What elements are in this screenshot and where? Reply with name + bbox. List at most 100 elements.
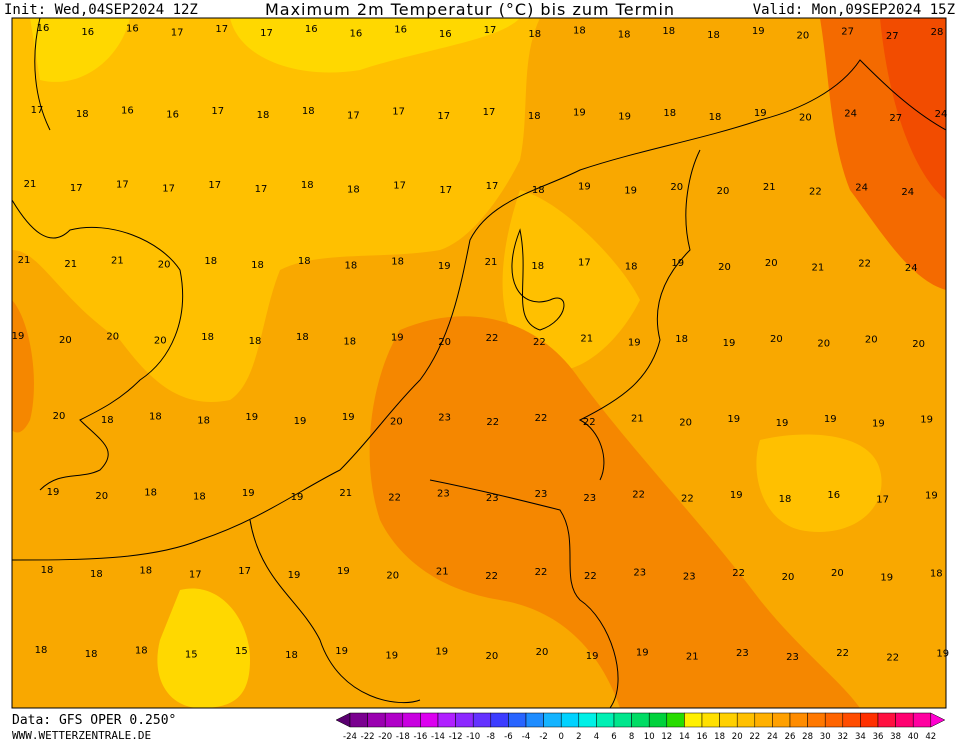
temperature-value: 20 [765, 258, 778, 269]
init-time: Init: Wed,04SEP2024 12Z [4, 2, 198, 18]
colorbar-bin [560, 712, 580, 728]
temperature-value: 22 [535, 413, 548, 424]
temperature-value: 20 [799, 112, 812, 123]
temperature-value: 18 [296, 332, 309, 343]
colorbar-bin [420, 712, 439, 728]
temperature-value: 19 [754, 108, 767, 119]
temperature-value: 18 [139, 565, 152, 576]
temperature-value: 22 [535, 567, 548, 578]
colorbar-bin [455, 712, 474, 728]
temperature-value: 23 [437, 489, 450, 500]
temperature-value: 18 [662, 26, 675, 37]
temperature-value: 21 [24, 179, 37, 190]
temperature-value: 16 [126, 23, 139, 34]
temperature-value: 20 [438, 337, 451, 348]
data-source: Data: GFS OPER 0.250° [12, 713, 176, 728]
temperature-value: 24 [855, 183, 868, 194]
temperature-value: 20 [158, 260, 171, 271]
temperature-value: 23 [736, 648, 749, 659]
temperature-value: 19 [723, 338, 736, 349]
temperature-value: 21 [111, 255, 124, 266]
temperature-value: 18 [285, 650, 298, 661]
temperature-value: 17 [215, 24, 228, 35]
colorbar-tick-label: 14 [679, 732, 690, 741]
temperature-value: 17 [70, 183, 83, 194]
field-hot [880, 18, 946, 200]
temperature-value: 20 [390, 416, 403, 427]
temperature-value: 18 [251, 260, 264, 271]
temperature-value: 22 [858, 259, 871, 270]
temperature-value: 18 [675, 334, 688, 345]
temperature-value: 19 [730, 490, 743, 501]
colorbar-bin [666, 712, 685, 728]
temperature-value: 18 [76, 109, 89, 120]
temperature-value: 28 [931, 27, 944, 38]
temperature-value: 18 [618, 30, 631, 41]
temperature-value: 18 [149, 411, 162, 422]
temperature-value: 22 [809, 186, 822, 197]
temperature-value: 21 [485, 257, 498, 268]
temperature-value: 18 [249, 336, 262, 347]
colorbar-tick-label: 10 [644, 732, 655, 741]
temperature-value: 19 [245, 412, 258, 423]
temperature-value: 20 [817, 338, 830, 349]
colorbar-tick-label: -4 [522, 732, 530, 741]
temperature-value: 22 [732, 568, 745, 579]
temperature-value: 22 [632, 489, 645, 500]
temperature-value: 27 [841, 27, 854, 38]
colorbar-bin [824, 712, 844, 728]
temperature-value: 21 [64, 259, 77, 270]
temperature-value: 17 [116, 179, 129, 190]
colorbar-bin [789, 712, 808, 728]
temperature-value: 16 [81, 27, 94, 38]
colorbar-bin [578, 712, 597, 728]
temperature-value: 17 [211, 106, 224, 117]
temperature-value: 18 [779, 494, 792, 505]
temperature-value: 22 [486, 417, 499, 428]
temperature-value: 20 [770, 334, 783, 345]
temperature-value: 21 [812, 262, 825, 273]
colorbar-tick-label: 22 [749, 732, 760, 741]
colorbar-tick-label: 2 [576, 732, 581, 741]
temperature-value: 19 [636, 647, 649, 658]
colorbar-tick-label: 8 [629, 732, 634, 741]
colorbar-bin [877, 712, 896, 728]
temperature-value: 17 [392, 107, 405, 118]
temperature-value: 17 [238, 566, 251, 577]
colorbar-bin [719, 712, 738, 728]
temperature-value: 18 [391, 257, 404, 268]
temperature-value: 20 [831, 568, 844, 579]
colorbar-bin [701, 712, 720, 728]
border [249, 149, 701, 708]
colorbar-tick-label: 36 [873, 732, 884, 741]
field-cool [756, 434, 882, 532]
temperature-value: 20 [536, 647, 549, 658]
temperature-value: 18 [347, 184, 360, 195]
colorbar-tick-label: 30 [820, 732, 831, 741]
temperature-value: 17 [347, 110, 360, 121]
temperature-value: 19 [824, 414, 837, 425]
colorbar-tick-label: 4 [594, 732, 599, 741]
temperature-value: 17 [260, 28, 273, 39]
temperature-value: 23 [683, 572, 696, 583]
temperature-value: 19 [880, 572, 893, 583]
colorbar-bin [860, 712, 879, 728]
colorbar-tick-label: 42 [925, 732, 936, 741]
temperature-value: 19 [242, 488, 255, 499]
temperature-value: 20 [154, 336, 167, 347]
temperature-value: 27 [886, 31, 899, 42]
temperature-value: 20 [782, 572, 795, 583]
temperature-value: 17 [393, 181, 406, 192]
temperature-value: 18 [345, 260, 358, 271]
temperature-value: 23 [438, 413, 451, 424]
colorbar-tick-label: 18 [714, 732, 725, 741]
temperature-value: 19 [47, 487, 60, 498]
temperature-value: 19 [288, 570, 301, 581]
colorbar-tick-label: 38 [890, 732, 901, 741]
temperature-value: 20 [386, 570, 399, 581]
colorbar: -24 -22 -20 -18 -16 -14 -12 -10 -8 -6 -4 -2 0 2 4 6 8 10 1… [335, 712, 946, 741]
temperature-value: 20 [670, 182, 683, 193]
field-cold [30, 18, 520, 82]
temperature-value: 17 [483, 107, 496, 118]
colorbar-bin [754, 712, 773, 728]
